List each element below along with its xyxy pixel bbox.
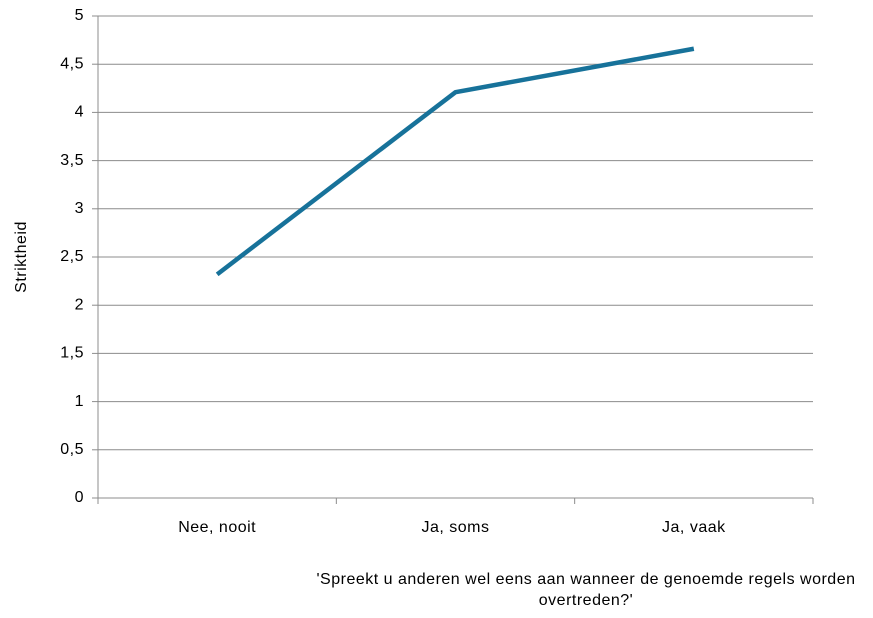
- y-tick-label: 2: [75, 296, 84, 313]
- y-tick-label: 0,5: [60, 441, 84, 458]
- y-tick-label: 1,5: [60, 345, 84, 362]
- y-tick-label: 2,5: [60, 248, 84, 265]
- x-axis-title: 'Spreekt u anderen wel eens aan wanneer …: [316, 571, 856, 609]
- y-tick-label: 5: [75, 7, 84, 24]
- y-tick-label: 0: [75, 489, 84, 506]
- y-tick-label: 4: [75, 104, 84, 121]
- chart: Striktheid 0 0,5 1 1,5 2 2,5 3 3,5 4 4,5 5 Nee, noo…: [13, 7, 814, 536]
- data-line: [215, 46, 695, 277]
- x-tick-label: Nee, nooit: [178, 519, 256, 536]
- y-tick-label: 3: [75, 200, 84, 217]
- y-axis-title: Striktheid: [13, 221, 30, 293]
- y-tick-label: 3,5: [60, 152, 84, 169]
- y-tick-label: 4,5: [60, 55, 84, 72]
- x-tick-label: Ja, vaak: [662, 519, 726, 536]
- y-tick-label: 1: [75, 393, 84, 410]
- x-tick-label: Ja, soms: [421, 519, 489, 536]
